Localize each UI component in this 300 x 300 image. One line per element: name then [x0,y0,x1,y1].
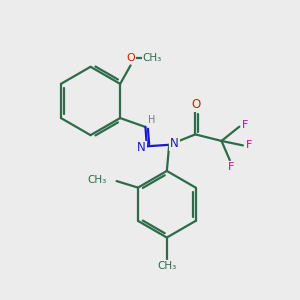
Text: N: N [170,137,179,150]
Text: O: O [127,53,136,63]
Text: CH₃: CH₃ [142,53,162,63]
Text: CH₃: CH₃ [87,175,106,184]
Text: F: F [228,162,235,172]
Text: O: O [191,98,201,111]
Text: H: H [148,116,156,125]
Text: N: N [137,141,146,154]
Text: CH₃: CH₃ [157,261,176,272]
Text: F: F [246,140,252,150]
Text: F: F [242,120,248,130]
